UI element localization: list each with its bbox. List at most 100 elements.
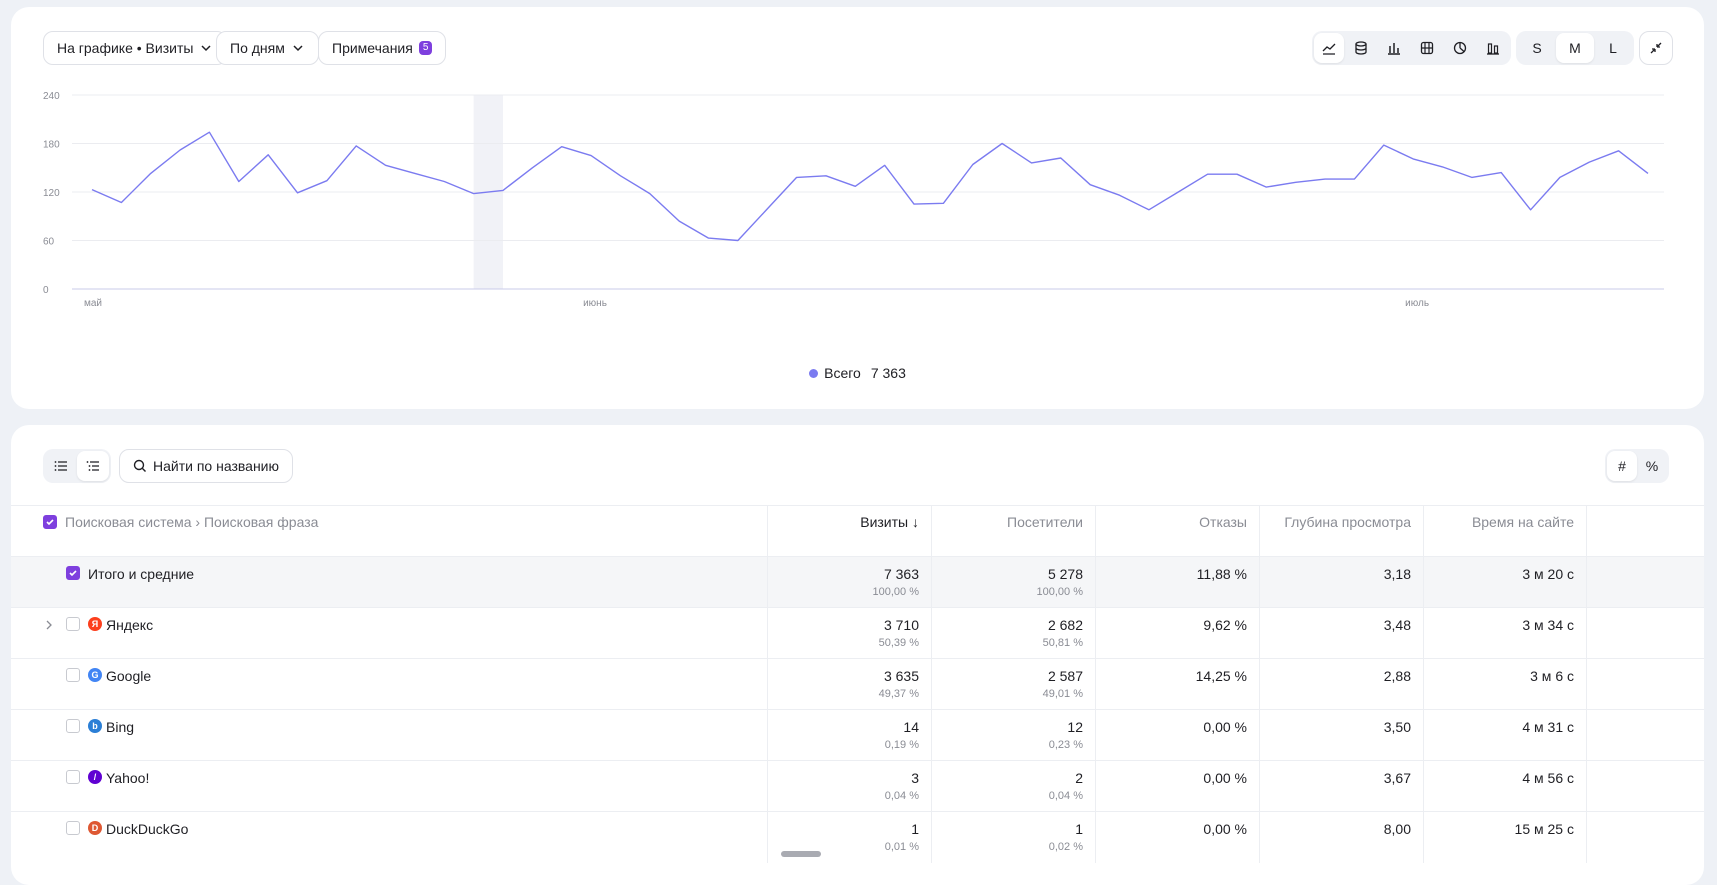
series-line-total <box>91 131 1649 242</box>
bounce-cell: 0,00 % <box>1095 710 1259 761</box>
chart-size-switcher: S M L <box>1516 31 1634 65</box>
chart-panel: На графике • Визиты По дням Примечания 5… <box>11 7 1704 409</box>
notes-count-badge: 5 <box>418 41 433 55</box>
table-row[interactable]: Я Яндекс 3 710 50,39 % 2 682 50,81 % 9,62 % 3,4… <box>11 607 1704 659</box>
column-header-depth[interactable]: Глубина просмотра <box>1259 506 1423 557</box>
row-checkbox[interactable] <box>66 770 80 784</box>
period-dropdown[interactable]: По дням <box>216 31 319 65</box>
horizontal-scrollbar[interactable] <box>781 851 821 857</box>
total-time-cell: 3 м 20 с <box>1423 557 1587 608</box>
x-tick-label: май <box>84 298 102 309</box>
flat-list-button[interactable] <box>45 451 77 481</box>
chart-type-switcher <box>1312 31 1511 65</box>
y-tick-label: 180 <box>43 140 60 151</box>
row-checkbox[interactable] <box>66 617 80 631</box>
time-cell: 3 м 34 с <box>1423 608 1587 659</box>
check-icon <box>69 570 77 577</box>
dimension-header[interactable]: Поисковая система › Поисковая фраза <box>11 506 767 557</box>
visits-value: 3 635 <box>883 668 919 684</box>
column-header-time[interactable]: Время на сайте <box>1423 506 1587 557</box>
table-row[interactable]: b Bing 14 0,19 % 12 0,23 % 0,00 % 3,50 4 м 31 с <box>11 709 1704 761</box>
table-row[interactable]: / Yahoo! 3 0,04 % 2 0,04 % 0,00 % 3,67 4 м 56 с <box>11 760 1704 812</box>
visitors-cell: 12 0,23 % <box>931 710 1095 761</box>
google-icon: G <box>88 668 102 682</box>
select-all-checkbox[interactable] <box>43 515 57 529</box>
row-label: Yahoo! <box>106 770 150 786</box>
depth-cell: 2,88 <box>1259 659 1423 710</box>
time-cell: 4 м 56 с <box>1423 761 1587 812</box>
bar-chart-icon <box>1387 43 1400 55</box>
visits-pct: 50,39 % <box>878 637 919 649</box>
check-icon <box>46 519 54 526</box>
search-icon <box>133 459 146 472</box>
row-label: Яндекс <box>106 617 154 633</box>
chart-type-bar[interactable] <box>1377 33 1410 63</box>
row-name-cell: G Google <box>11 659 767 710</box>
row-checkbox[interactable] <box>66 719 80 733</box>
visits-value: 3 710 <box>883 617 919 633</box>
total-row: Итого и средние 7 363 100,00 % 5 278 100,0… <box>11 556 1704 608</box>
chevron-right-icon[interactable] <box>43 619 55 631</box>
visitors-cell: 1 0,02 % <box>931 812 1095 863</box>
column-header-visitors[interactable]: Посетители <box>931 506 1095 557</box>
size-s-button[interactable]: S <box>1532 40 1542 56</box>
depth-cell: 3,67 <box>1259 761 1423 812</box>
area-chart-icon <box>1322 43 1336 55</box>
visits-cell: 3 635 49,37 % <box>767 659 931 710</box>
total-visitors: 5 278 <box>1047 566 1083 582</box>
grid-chart-icon <box>1420 41 1433 55</box>
tree-list-button[interactable] <box>77 451 109 481</box>
search-field[interactable]: Найти по названию <box>119 449 293 483</box>
total-visits-pct: 100,00 % <box>872 586 919 598</box>
total-visits-cell: 7 363 100,00 % <box>767 557 931 608</box>
table-row[interactable]: D DuckDuckGo 1 0,01 % 1 0,02 % 0,00 % 8,00 15 м … <box>11 811 1704 863</box>
chart-type-area[interactable] <box>1314 33 1344 63</box>
total-bounce-cell: 11,88 % <box>1095 557 1259 608</box>
total-checkbox[interactable] <box>66 566 80 580</box>
table-row[interactable]: G Google 3 635 49,37 % 2 587 49,01 % 14,25 % 2,… <box>11 658 1704 710</box>
chart-type-pie[interactable] <box>1443 33 1476 63</box>
visits-pct: 0,04 % <box>884 790 919 802</box>
visits-value: 3 <box>911 770 919 786</box>
size-l-button[interactable]: L <box>1609 40 1617 56</box>
legend-label: Всего <box>824 365 861 381</box>
size-m-button[interactable]: M <box>1556 33 1594 63</box>
chart-type-stacked[interactable] <box>1344 33 1377 63</box>
column-header-visits[interactable]: Визиты ↓ <box>767 506 931 557</box>
chart-type-column[interactable] <box>1476 33 1509 63</box>
search-placeholder: Найти по названию <box>153 458 279 474</box>
column-header-bounce[interactable]: Отказы <box>1095 506 1259 557</box>
x-tick-label: июнь <box>583 298 607 309</box>
absolute-mode-button[interactable]: # <box>1607 451 1637 481</box>
y-tick-label: 120 <box>43 188 60 199</box>
row-name-cell: Я Яндекс <box>11 608 767 659</box>
visitors-value: 2 <box>1075 770 1083 786</box>
chevron-down-icon <box>201 45 211 52</box>
yahoo-icon: / <box>88 770 102 784</box>
collapse-button[interactable] <box>1639 31 1673 65</box>
dimension-header-label: Поисковая система › Поисковая фраза <box>65 514 319 530</box>
bing-icon: b <box>88 719 102 733</box>
total-label: Итого и средние <box>88 566 195 582</box>
row-checkbox[interactable] <box>66 668 80 682</box>
visitors-cell: 2 587 49,01 % <box>931 659 1095 710</box>
list-icon <box>54 461 67 471</box>
chart-legend[interactable]: Всего 7 363 <box>11 365 1704 381</box>
chart-metric-dropdown[interactable]: На графике • Визиты <box>43 31 228 65</box>
line-chart: 240 180 120 60 0 май июнь июль <box>43 91 1664 309</box>
visits-cell: 14 0,19 % <box>767 710 931 761</box>
depth-cell: 3,48 <box>1259 608 1423 659</box>
row-checkbox[interactable] <box>66 821 80 835</box>
chart-type-grid[interactable] <box>1410 33 1443 63</box>
notes-label: Примечания <box>332 40 413 56</box>
notes-button[interactable]: Примечания 5 <box>318 31 447 65</box>
percent-mode-button[interactable]: % <box>1645 458 1659 474</box>
visits-cell: 3 710 50,39 % <box>767 608 931 659</box>
visits-cell: 3 0,04 % <box>767 761 931 812</box>
value-mode-switcher: # % <box>1605 449 1669 483</box>
y-tick-label: 0 <box>43 285 49 296</box>
collapse-icon <box>1650 42 1662 54</box>
y-tick-label: 60 <box>43 237 55 248</box>
row-label: Google <box>106 668 152 684</box>
chevron-down-icon <box>293 45 303 52</box>
